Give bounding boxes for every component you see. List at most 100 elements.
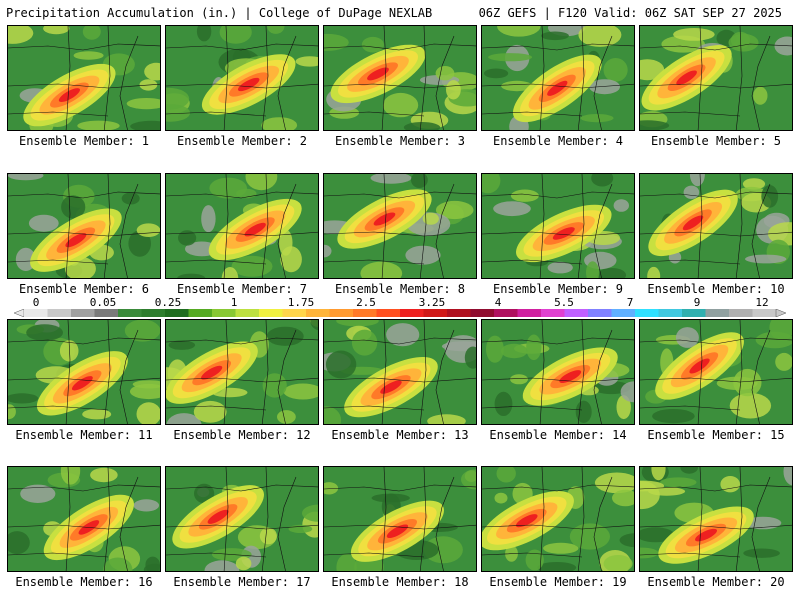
ensemble-map-panel: [165, 25, 319, 131]
colorbar-cell: [564, 309, 589, 317]
colorbar-tick-label: 5.5: [554, 296, 574, 309]
ensemble-map-panel: [639, 25, 793, 131]
colorbar-cell: [682, 309, 706, 317]
ensemble-map-panel: [481, 466, 635, 572]
colorbar-tick-label: 9: [693, 296, 701, 309]
ensemble-member-label: Ensemble Member: 3: [334, 134, 466, 148]
colorbar-tick-label: 0.05: [89, 296, 117, 309]
colorbar-cell: [329, 309, 354, 317]
ensemble-map-panel: [639, 466, 793, 572]
colorbar-cell: [588, 309, 612, 317]
colorbar-cell: [705, 309, 730, 317]
colorbar-tick-label: 3.25: [418, 296, 446, 309]
ensemble-map-panel: [639, 173, 793, 279]
colorbar-cell: [353, 309, 377, 317]
ensemble-map-panel: [7, 173, 161, 279]
precip-map: [166, 174, 318, 278]
colorbar-tick-label: 0: [32, 296, 40, 309]
precip-map: [166, 26, 318, 130]
ensemble-map-panel: [323, 466, 477, 572]
colorbar-max-arrow: [775, 309, 786, 317]
colorbar-cell: [235, 309, 260, 317]
colorbar-cell: [47, 309, 72, 317]
ensemble-map-panel: [323, 319, 477, 425]
colorbar-cell: [517, 309, 542, 317]
colorbar-tick-label: 4: [494, 296, 502, 309]
precip-map: [8, 174, 160, 278]
colorbar-cell: [423, 309, 448, 317]
precip-map: [640, 174, 792, 278]
ensemble-member-label: Ensemble Member: 15: [647, 428, 785, 442]
ensemble-member-label: Ensemble Member: 16: [15, 575, 153, 589]
ensemble-member-label: Ensemble Member: 8: [334, 282, 466, 296]
colorbar-cell: [541, 309, 565, 317]
ensemble-member-label: Ensemble Member: 5: [650, 134, 782, 148]
precip-map: [640, 467, 792, 571]
ensemble-map-panel: [7, 25, 161, 131]
ensemble-member-label: Ensemble Member: 12: [173, 428, 311, 442]
ensemble-map-panel: [323, 25, 477, 131]
colorbar-cell: [376, 309, 401, 317]
ensemble-member-label: Ensemble Member: 20: [647, 575, 785, 589]
colorbar-cell: [729, 309, 753, 317]
color-scale-bar: [14, 309, 786, 317]
ensemble-member-label: Ensemble Member: 2: [176, 134, 308, 148]
precip-map: [324, 26, 476, 130]
colorbar-cell: [658, 309, 683, 317]
colorbar-cell: [282, 309, 307, 317]
colorbar-cell: [259, 309, 283, 317]
ensemble-member-label: Ensemble Member: 10: [647, 282, 785, 296]
ensemble-map-panel: [481, 25, 635, 131]
ensemble-member-label: Ensemble Member: 4: [492, 134, 624, 148]
precip-map: [482, 320, 634, 424]
colorbar-cell: [611, 309, 636, 317]
colorbar-cell: [752, 309, 777, 317]
precip-map: [324, 174, 476, 278]
precip-map: [324, 320, 476, 424]
colorbar-tick-label: 12: [755, 296, 769, 309]
colorbar-cell: [212, 309, 236, 317]
colorbar-tick-label: 7: [626, 296, 634, 309]
precip-map: [640, 320, 792, 424]
ensemble-member-label: Ensemble Member: 7: [176, 282, 308, 296]
ensemble-member-label: Ensemble Member: 6: [18, 282, 150, 296]
precip-map: [324, 467, 476, 571]
precip-map: [482, 26, 634, 130]
colorbar-cell: [306, 309, 330, 317]
ensemble-member-label: Ensemble Member: 18: [331, 575, 469, 589]
ensemble-member-label: Ensemble Member: 1: [18, 134, 150, 148]
precip-map: [166, 467, 318, 571]
ensemble-map-panel: [639, 319, 793, 425]
ensemble-member-label: Ensemble Member: 9: [492, 282, 624, 296]
precip-map: [8, 26, 160, 130]
precip-map: [8, 467, 160, 571]
ensemble-member-label: Ensemble Member: 17: [173, 575, 311, 589]
colorbar-cell: [447, 309, 471, 317]
colorbar-cell: [400, 309, 424, 317]
precip-map: [482, 174, 634, 278]
ensemble-member-label: Ensemble Member: 13: [331, 428, 469, 442]
ensemble-map-panel: [7, 319, 161, 425]
colorbar-cell: [141, 309, 166, 317]
colorbar-cell: [24, 309, 48, 317]
precip-map: [482, 467, 634, 571]
run-valid-time: 06Z GEFS | F120 Valid: 06Z SAT SEP 27 20…: [478, 6, 782, 20]
colorbar-cell: [635, 309, 659, 317]
colorbar-cell: [118, 309, 142, 317]
colorbar-tick-label: 0.25: [154, 296, 182, 309]
ensemble-map-panel: [165, 173, 319, 279]
ensemble-map-panel: [323, 173, 477, 279]
page-title: Precipitation Accumulation (in.) | Colle…: [6, 6, 433, 20]
colorbar-tick-label: 1: [230, 296, 238, 309]
precip-map: [640, 26, 792, 130]
ensemble-map-panel: [7, 466, 161, 572]
colorbar-cell: [188, 309, 213, 317]
ensemble-member-label: Ensemble Member: 19: [489, 575, 627, 589]
ensemble-member-label: Ensemble Member: 11: [15, 428, 153, 442]
colorbar-tick-label: 2.5: [356, 296, 376, 309]
colorbar-min-arrow: [14, 309, 25, 317]
header: Precipitation Accumulation (in.) | Colle…: [0, 0, 800, 24]
colorbar-cell: [470, 309, 495, 317]
colorbar-cell: [71, 309, 95, 317]
colorbar-cell: [494, 309, 518, 317]
